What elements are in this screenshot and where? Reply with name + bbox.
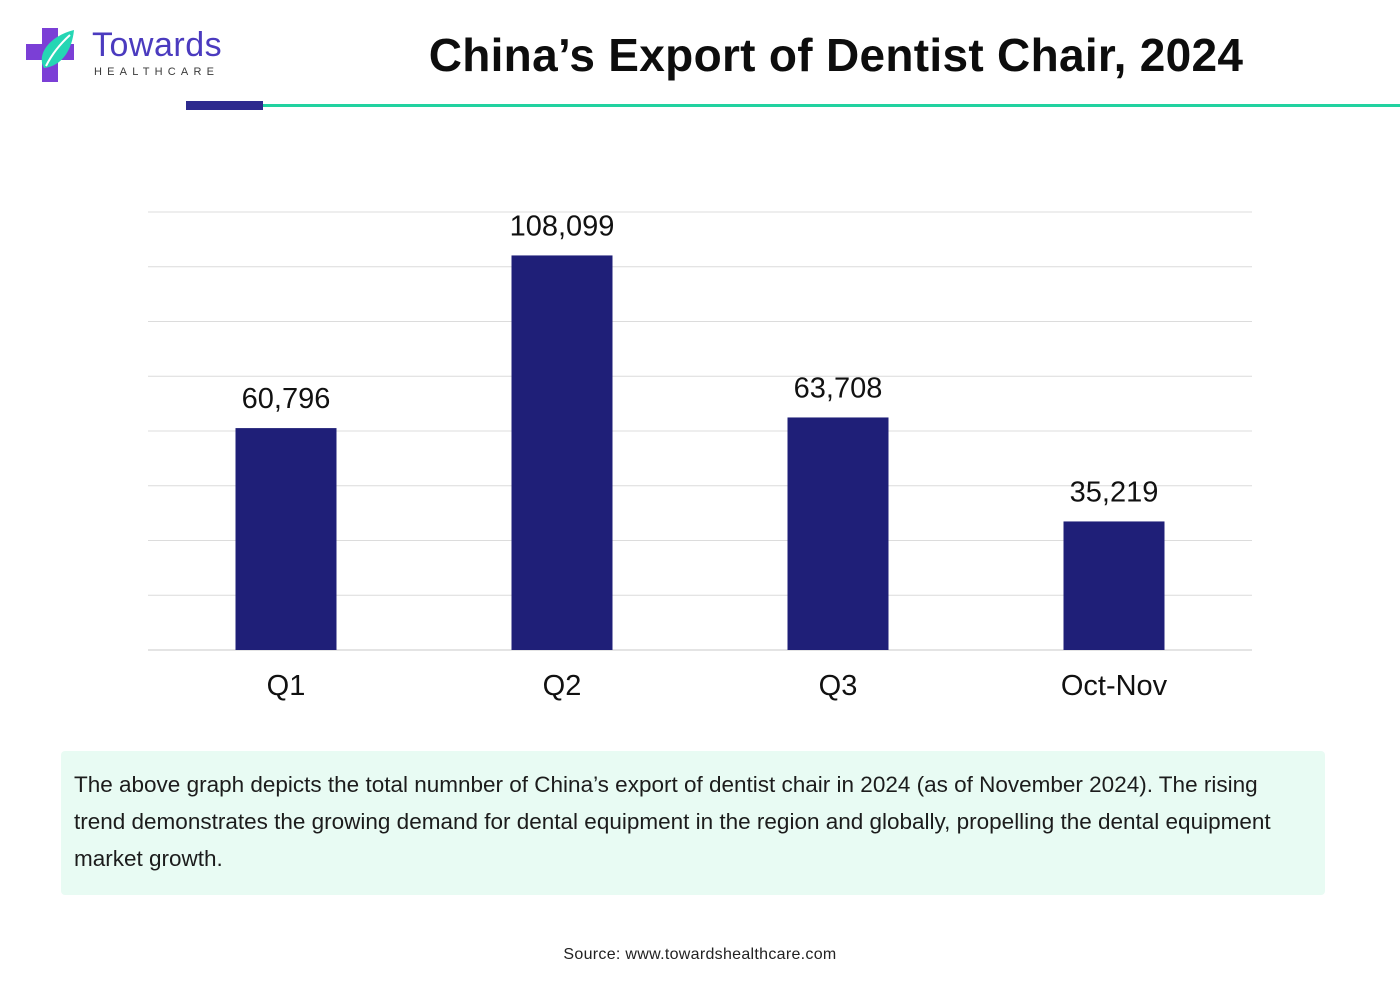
x-tick-label: Q1 [267,670,306,702]
page-title: China’s Export of Dentist Chair, 2024 [428,29,1244,81]
header-divider [186,104,1400,107]
data-label: 63,708 [794,372,883,404]
bar-q3 [787,417,889,650]
brand-tagline: HEALTHCARE [94,66,220,78]
bar-q2 [511,255,613,650]
bar-oct-nov [1063,521,1165,650]
data-label: 60,796 [242,383,331,415]
data-label: 35,219 [1070,476,1159,508]
bar-q1 [235,428,337,650]
brand-logo: Towards HEALTHCARE [22,24,232,86]
source-credit: Source: www.towardshealthcare.com [563,946,837,963]
brand-name: Towards [92,26,223,64]
data-label: 108,099 [510,210,615,242]
x-tick-label: Q3 [819,670,858,702]
description-text: The above graph depicts the total numnbe… [74,772,1271,871]
bar-chart: 60,796 Q1 108,099 Q2 63,708 Q3 35,219 Oct-Nov [148,210,1252,702]
x-tick-label: Oct-Nov [1061,670,1168,702]
medical-cross-leaf-icon [26,28,74,82]
header-divider-accent [186,101,263,110]
description-panel: The above graph depicts the total numnbe… [61,751,1325,895]
x-tick-label: Q2 [543,670,582,702]
